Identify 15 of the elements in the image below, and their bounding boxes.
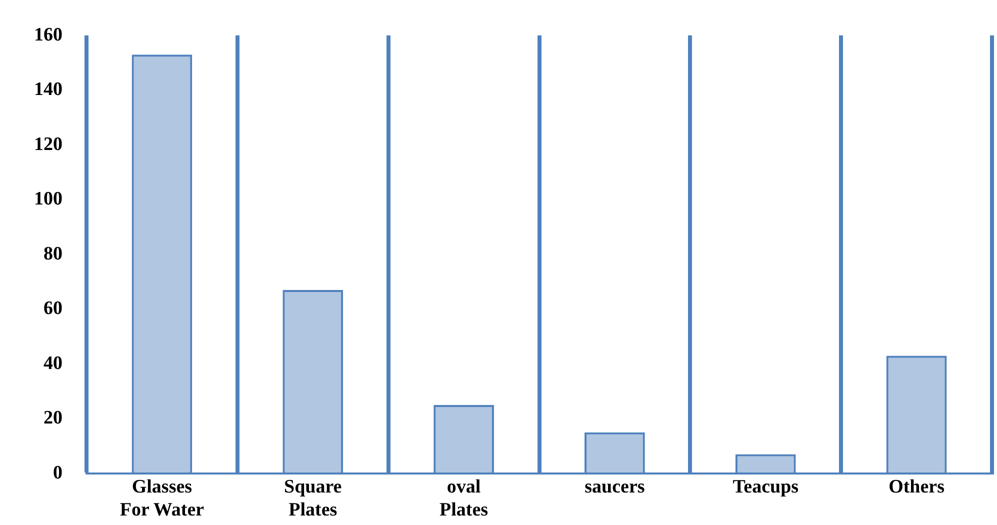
- x-tick-label: Glasses For Water: [120, 476, 205, 521]
- y-tick-label: 80: [44, 243, 62, 264]
- x-tick-label: oval Plates: [440, 476, 488, 521]
- x-tick-label: Others: [888, 476, 945, 498]
- y-tick-label: 120: [34, 134, 62, 155]
- y-tick-label: 160: [34, 24, 62, 46]
- x-tick-label: Teacups: [732, 476, 799, 498]
- y-tick-label: 60: [44, 298, 62, 320]
- y-tick-label: 40: [44, 352, 62, 374]
- y-tick-label: 20: [44, 408, 62, 429]
- y-tick-label: 140: [34, 79, 62, 100]
- x-tick-label: saucers: [584, 476, 645, 498]
- x-tick-label: Square Plates: [284, 476, 342, 521]
- y-tick-label: 0: [53, 462, 62, 484]
- y-tick-label: 100: [34, 188, 62, 210]
